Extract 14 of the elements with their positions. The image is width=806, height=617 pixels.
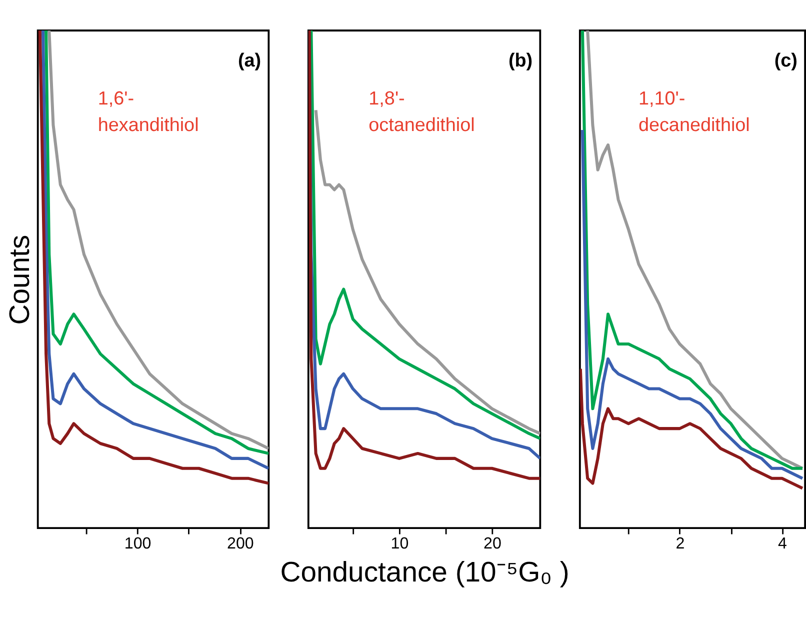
x-axis-title: Conductance (10⁻⁵G₀ ) <box>280 556 570 589</box>
x-tick-label: 200 <box>227 534 254 552</box>
x-tick-label: 2 <box>676 534 685 552</box>
x-tick-label: 100 <box>124 534 152 552</box>
y-axis-title: Counts <box>4 234 36 325</box>
annotation: 1,10'- decanedithiol <box>638 88 750 136</box>
x-tick-label: 10 <box>390 534 409 552</box>
annotation: 1,8'- octanedithiol <box>368 88 475 136</box>
annotation: (b) <box>508 50 533 72</box>
annotation: 1,6'- hexandithiol <box>98 88 199 136</box>
annotation: (c) <box>774 50 798 72</box>
x-tick-label: 4 <box>778 534 788 552</box>
x-tick-label: 20 <box>483 534 502 552</box>
annotation: (a) <box>238 50 262 72</box>
